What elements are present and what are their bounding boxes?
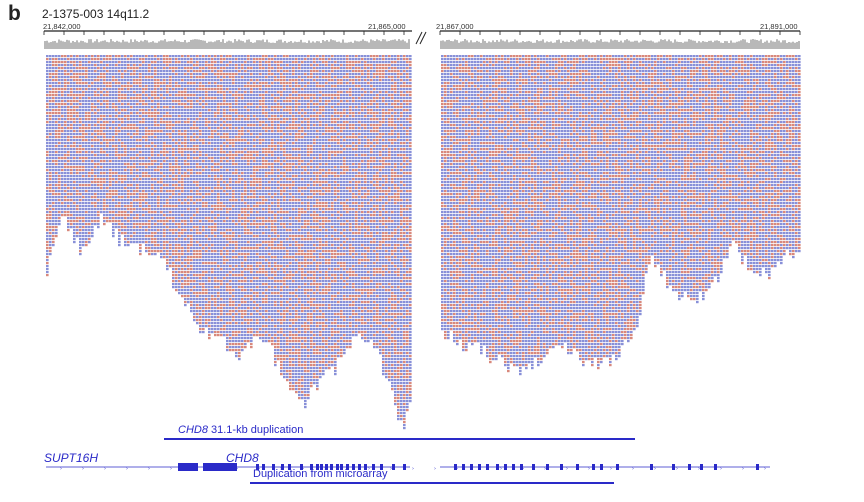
microarray-duplication-bar bbox=[250, 482, 614, 484]
gene-label-chd8: CHD8 bbox=[226, 451, 259, 465]
chd8-duplication-gene: CHD8 bbox=[178, 424, 208, 436]
read-pileup-right bbox=[441, 55, 801, 375]
chd8-duplication-bar bbox=[164, 438, 635, 440]
chd8-duplication-text: 31.1-kb duplication bbox=[211, 424, 303, 436]
gene-annotation-track: › › › › › › › › › › › › › › › › › › › › › › › › › › › › › › › › › bbox=[46, 463, 770, 472]
microarray-duplication-label: Duplication from microarray bbox=[253, 468, 387, 480]
chd8-duplication-label: CHD8 31.1-kb duplication bbox=[178, 424, 303, 436]
gene-label-supt16h: SUPT16H bbox=[44, 451, 98, 465]
axis-break-icon bbox=[416, 32, 426, 44]
read-pileup-left bbox=[46, 55, 412, 429]
